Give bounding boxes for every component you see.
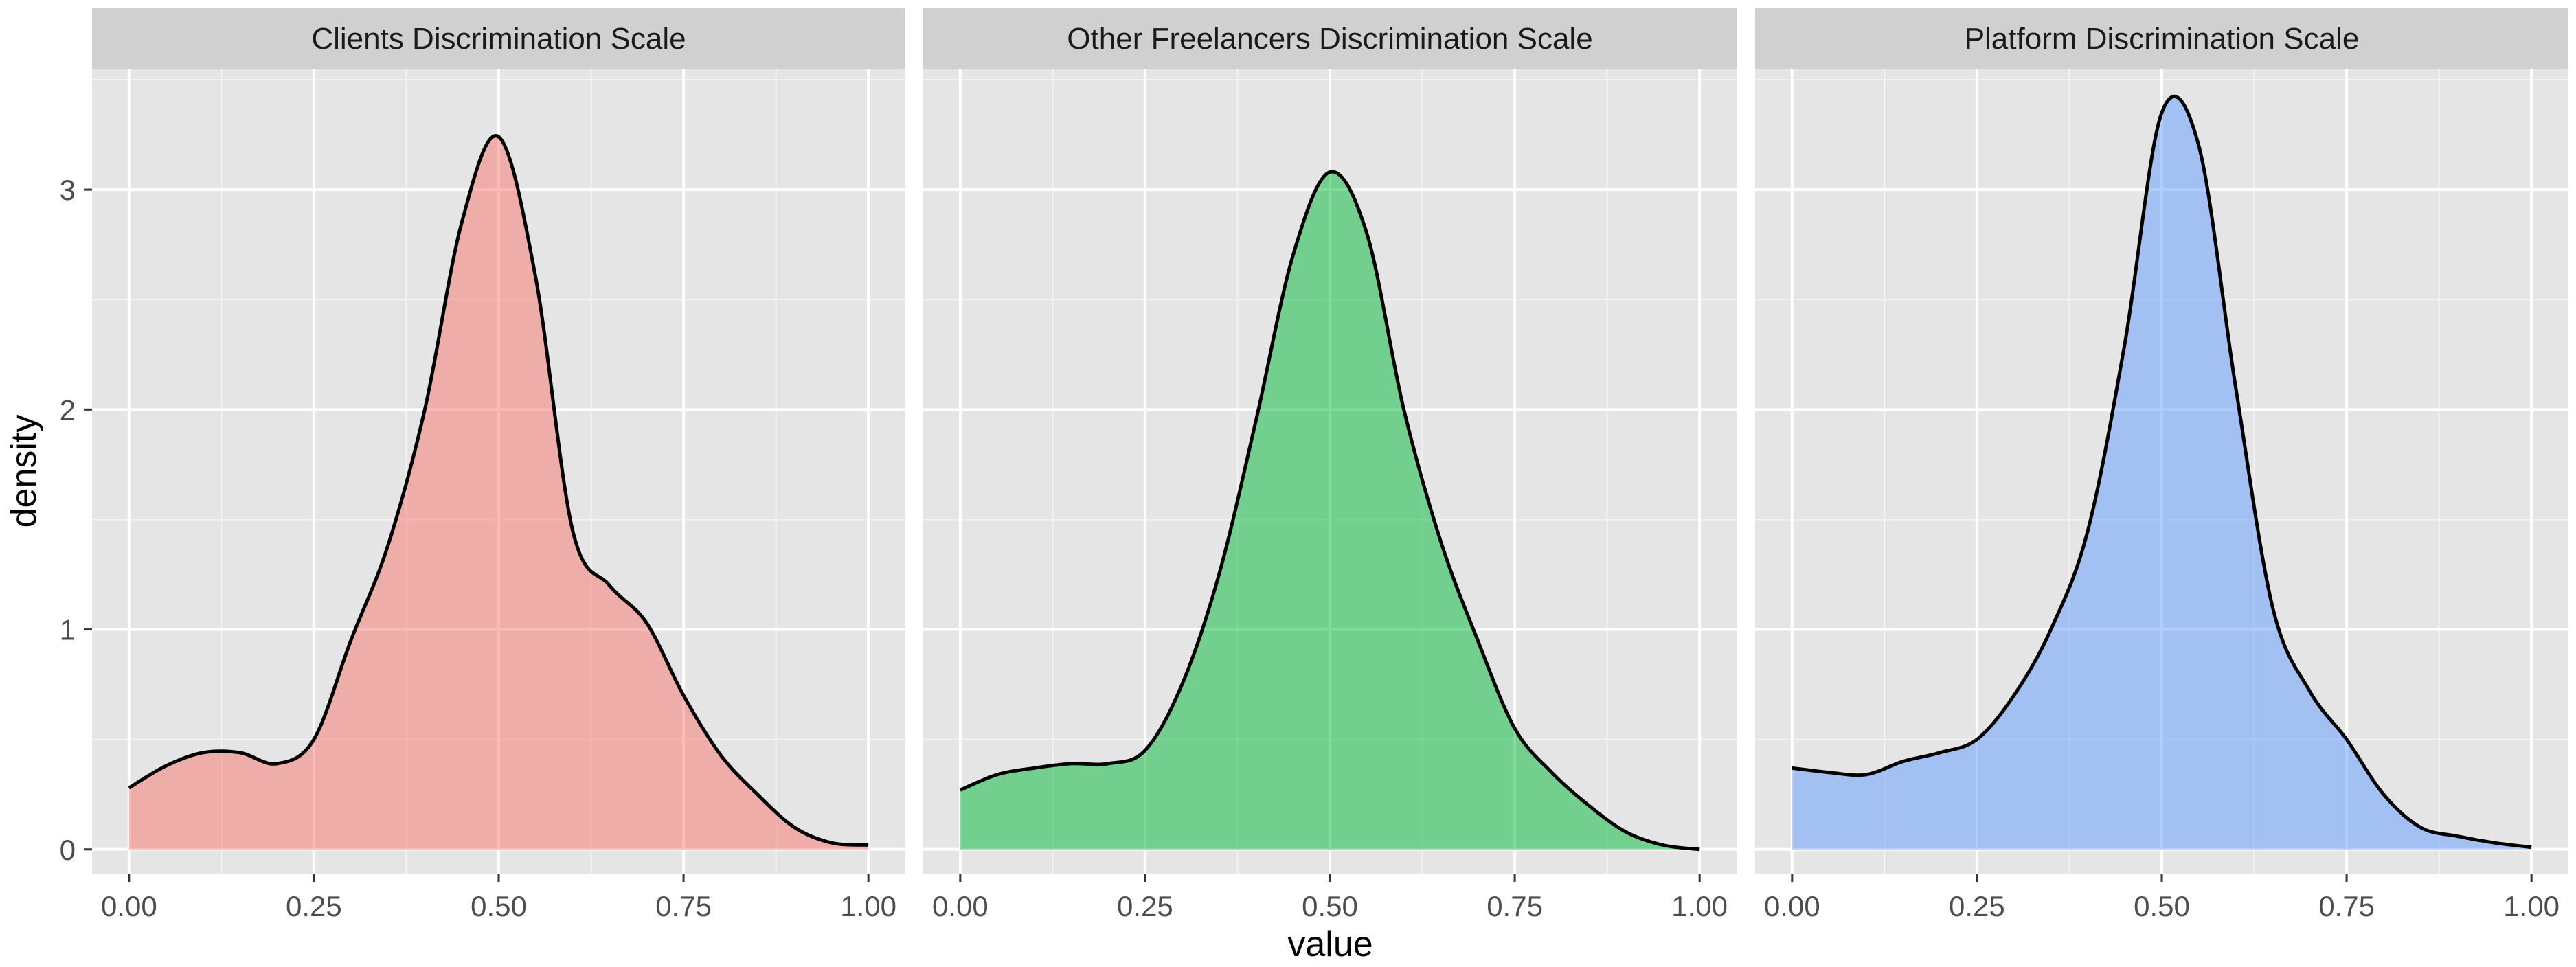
facet-title: Platform Discrimination Scale: [1965, 22, 2360, 56]
y-tick-label: 0: [60, 834, 76, 866]
x-tick-label: 0.00: [1764, 890, 1820, 922]
x-tick-label: 0.50: [2134, 890, 2190, 922]
y-tick-label: 3: [60, 174, 76, 206]
density-line: [1792, 95, 2532, 850]
facet-panel-2: Other Freelancers Discrimination Scale 0.…: [923, 8, 1737, 922]
x-tick-label: 0.75: [2318, 890, 2375, 922]
facet-title: Other Freelancers Discrimination Scale: [1067, 22, 1592, 56]
facet-panel-1: Clients Discrimination Scale 0.00 0.25 0.50…: [92, 8, 905, 922]
x-tick-label: 0.00: [101, 890, 157, 922]
facet-strip: [92, 8, 905, 69]
y-tick-label: 1: [60, 614, 76, 646]
x-tick-label: 0.25: [286, 890, 342, 922]
x-tick-label: 0.75: [1487, 890, 1543, 922]
x-tick-label: 0.50: [471, 890, 527, 922]
x-tick-label: 0.75: [655, 890, 712, 922]
x-tick-label: 0.50: [1302, 890, 1358, 922]
x-tick-label: 1.00: [1671, 890, 1728, 922]
x-tick-label: 0.25: [1949, 890, 2005, 922]
x-tick-label: 1.00: [840, 890, 896, 922]
density-area: [1792, 96, 2532, 850]
x-tick-label: 0.25: [1117, 890, 1173, 922]
facet-strip: [1755, 8, 2568, 69]
density-area: [960, 171, 1700, 850]
density-area: [128, 135, 869, 850]
y-axis: 0 1 2 3: [60, 174, 92, 866]
facet-panel-3: Platform Discrimination Scale 0.00 0.25 0.5…: [1755, 8, 2568, 922]
x-tick-label: 0.00: [932, 890, 988, 922]
density-line: [959, 170, 1700, 852]
facet-title: Clients Discrimination Scale: [311, 22, 686, 56]
facet-strip: [923, 8, 1737, 69]
y-axis-title: density: [4, 415, 44, 528]
x-axis-title: value: [1287, 924, 1372, 964]
density-line: [128, 134, 869, 847]
y-tick-label: 2: [60, 394, 76, 426]
x-tick-label: 1.00: [2503, 890, 2560, 922]
